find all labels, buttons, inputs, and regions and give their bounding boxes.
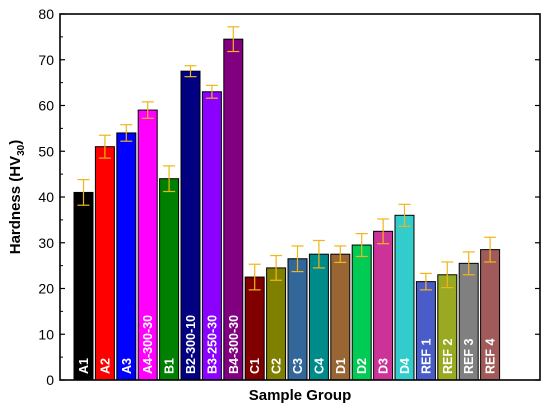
- bar-category-label: B1: [163, 358, 177, 374]
- bar-b1: [159, 178, 180, 381]
- x-axis-title: Sample Group: [249, 387, 352, 404]
- y-axis-title-main: Hardness (HV: [7, 156, 24, 254]
- y-tick-label: 30: [38, 235, 54, 251]
- bar-category-label: D3: [377, 358, 391, 374]
- bar-d3: [373, 230, 394, 381]
- y-tick-label: 40: [38, 189, 54, 205]
- y-axis-title: Hardness (HV30): [7, 140, 27, 255]
- bar-category-label: A3: [120, 358, 134, 374]
- bar-category-label: C4: [312, 358, 326, 374]
- bar-category-label: B3-250-30: [205, 315, 219, 374]
- y-tick-label: 80: [38, 6, 54, 22]
- bar-category-label: REF 4: [484, 339, 498, 374]
- plot-area: A1 A2 A3 A4-300-30 B1 B2-300-10 B3-250-30 B4-30…: [38, 6, 541, 388]
- bar-a2: [94, 146, 115, 381]
- bar-a1: [73, 191, 94, 381]
- bar-category-label: D4: [398, 358, 412, 374]
- error-bars-group: [77, 26, 497, 291]
- y-tick-label: 10: [38, 326, 54, 342]
- y-axis: 0 10 20 30 40 50 60 70 80: [38, 6, 540, 388]
- y-axis-title-subscript: 30: [16, 144, 27, 156]
- y-tick-label: 20: [38, 281, 54, 297]
- bar-category-label: REF 1: [419, 339, 433, 374]
- bar-labels-group: A1 A2 A3 A4-300-30 B1 B2-300-10 B3-250-30 B4-30…: [77, 315, 498, 374]
- bar-category-label: D2: [355, 358, 369, 374]
- bar-category-label: A1: [77, 358, 91, 374]
- bar-category-label: A4-300-30: [141, 315, 155, 374]
- bar-category-label: REF 3: [462, 339, 476, 374]
- bar-category-label: C3: [291, 358, 305, 374]
- y-tick-label: 70: [38, 52, 54, 68]
- bar-category-label: C1: [248, 358, 262, 374]
- bar-category-label: B4-300-30: [227, 315, 241, 374]
- bar-category-label: B2-300-10: [184, 315, 198, 374]
- bar-category-label: A2: [98, 358, 112, 374]
- bar-d4: [394, 214, 415, 381]
- bars-group: [73, 38, 501, 381]
- bar-category-label: C2: [270, 358, 284, 374]
- bar-category-label: REF 2: [441, 339, 455, 374]
- y-tick-label: 60: [38, 98, 54, 114]
- bar-category-label: D1: [334, 358, 348, 374]
- bar-a3: [116, 132, 137, 381]
- y-tick-label: 0: [46, 372, 54, 388]
- y-axis-title-close: ): [7, 140, 24, 145]
- y-tick-label: 50: [38, 143, 54, 159]
